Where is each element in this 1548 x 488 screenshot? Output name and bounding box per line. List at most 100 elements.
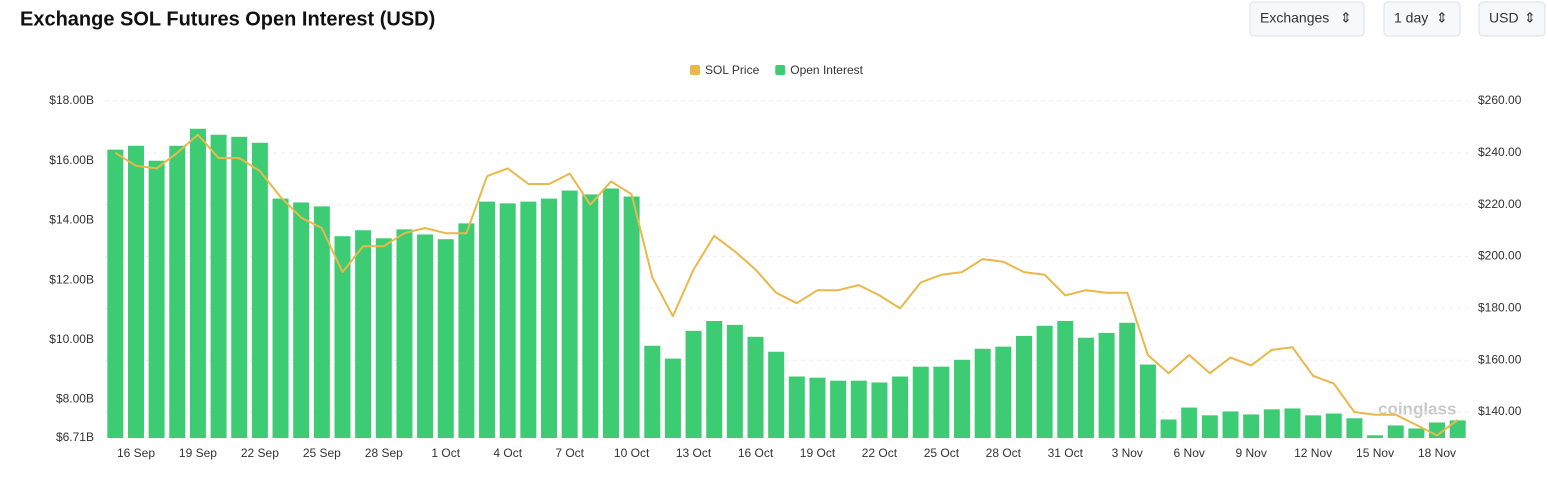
bar — [1346, 418, 1363, 438]
bar — [1222, 411, 1239, 438]
y-tick-label: $8.00B — [56, 392, 94, 406]
y-tick-label: $10.00B — [49, 332, 94, 346]
bar — [726, 324, 743, 438]
x-tick-label: 12 Nov — [1294, 446, 1332, 460]
bar — [871, 382, 888, 438]
bar — [602, 188, 619, 438]
bar — [1449, 420, 1466, 438]
bar — [623, 196, 640, 438]
bar — [499, 203, 516, 438]
bar — [458, 223, 475, 438]
bar — [396, 229, 413, 438]
y-tick-label: $16.00B — [49, 153, 94, 167]
x-tick-label: 19 Sep — [179, 446, 217, 460]
x-tick-label: 15 Nov — [1356, 446, 1394, 460]
button-label[interactable]: 1 day — [1394, 10, 1428, 26]
bar — [251, 142, 268, 439]
x-tick-label: 25 Oct — [924, 446, 960, 460]
x-tick-label: 3 Nov — [1112, 446, 1143, 460]
y2-tick-label: $180.00 — [1478, 301, 1522, 315]
bar — [1139, 364, 1156, 438]
button-label[interactable]: USD — [1489, 10, 1519, 26]
x-tick-label: 25 Sep — [303, 446, 341, 460]
x-tick-label: 6 Nov — [1174, 446, 1205, 460]
x-tick-label: 31 Oct — [1048, 446, 1084, 460]
price-line — [114, 133, 1459, 437]
bar — [479, 201, 496, 438]
bar — [1098, 332, 1115, 438]
bar — [1243, 414, 1260, 438]
bar — [1408, 428, 1425, 438]
legend-swatch — [775, 65, 786, 75]
bar — [1387, 425, 1404, 438]
chevron: ⇕ — [1340, 10, 1352, 26]
y2-tick-label: $220.00 — [1478, 197, 1522, 211]
chevron: ⇕ — [1436, 10, 1448, 26]
x-tick-label: 4 Oct — [493, 446, 522, 460]
bar — [1057, 320, 1074, 438]
bar — [788, 376, 805, 438]
bar — [127, 145, 144, 438]
bar — [1201, 415, 1218, 438]
bar — [417, 234, 434, 438]
x-tick-label: 28 Sep — [365, 446, 403, 460]
y-tick-label: $14.00B — [49, 213, 94, 227]
bar — [664, 358, 681, 438]
bar — [1077, 337, 1094, 438]
bar — [355, 230, 372, 438]
bar — [1015, 335, 1032, 438]
currency-button[interactable] — [1478, 1, 1546, 37]
bar — [107, 149, 124, 439]
bar — [850, 380, 867, 438]
y2-tick-label: $160.00 — [1478, 352, 1522, 366]
x-tick-label: 16 Sep — [117, 446, 155, 460]
chevron: ⇕ — [1524, 10, 1536, 26]
x-tick-label: 28 Oct — [986, 446, 1022, 460]
x-tick-label: 19 Oct — [800, 446, 836, 460]
bar — [933, 366, 950, 438]
x-tick-label: 16 Oct — [738, 446, 774, 460]
x-tick-label: 7 Oct — [555, 446, 584, 460]
y2-tick-label: $140.00 — [1478, 404, 1522, 418]
bar — [995, 346, 1012, 438]
exchanges-button[interactable] — [1249, 1, 1365, 37]
bar — [768, 351, 785, 438]
chart-title: Exchange SOL Futures Open Interest (USD) — [20, 8, 435, 30]
legend-swatch — [690, 65, 700, 75]
x-tick-label: 13 Oct — [676, 446, 712, 460]
bar — [561, 190, 578, 438]
y2-tick-label: $200.00 — [1478, 249, 1522, 263]
bar — [148, 160, 165, 438]
legend-label: SOL Price — [705, 63, 760, 77]
bar — [706, 320, 723, 438]
bar — [954, 359, 971, 438]
y-tick-label: $12.00B — [49, 272, 94, 286]
y-tick-label: $18.00B — [49, 93, 94, 107]
bar — [293, 202, 310, 438]
bar — [747, 336, 764, 438]
watermark: coinglass — [1378, 399, 1456, 418]
bar — [809, 377, 826, 438]
bar — [1325, 413, 1342, 438]
x-tick-label: 22 Oct — [862, 446, 898, 460]
button-label[interactable]: Exchanges — [1260, 10, 1329, 26]
bar — [685, 330, 702, 438]
bar — [582, 194, 599, 438]
bar — [1160, 419, 1177, 438]
x-tick-label: 18 Nov — [1418, 446, 1456, 460]
bar — [892, 376, 909, 438]
bar — [334, 236, 351, 438]
bar — [169, 145, 186, 438]
bar — [437, 239, 454, 438]
x-tick-label: 22 Sep — [241, 446, 279, 460]
bar — [210, 134, 227, 438]
bar — [1263, 409, 1280, 438]
interval-button[interactable] — [1383, 1, 1461, 37]
bar — [1367, 435, 1384, 438]
bar — [375, 238, 392, 438]
bar — [830, 380, 847, 438]
bar — [912, 366, 929, 438]
x-tick-label: 10 Oct — [614, 446, 650, 460]
